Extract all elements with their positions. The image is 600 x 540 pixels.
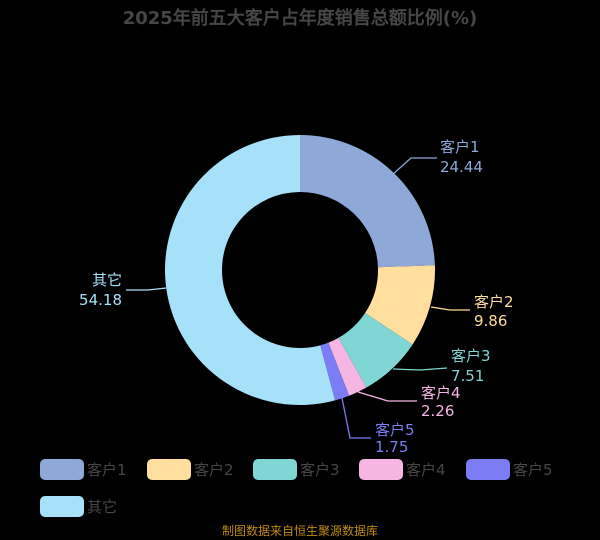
legend-swatch [253, 459, 297, 480]
legend-swatch [40, 496, 84, 517]
legend-swatch [40, 459, 84, 480]
legend-item[interactable]: 其它 [40, 496, 117, 517]
donut-slice[interactable] [300, 135, 435, 268]
legend-label: 客户1 [87, 461, 127, 479]
chart-title: 2025年前五大客户占年度销售总额比例(%) [123, 7, 478, 29]
donut-slice[interactable] [338, 313, 413, 388]
leader-line [357, 391, 417, 402]
legend-label: 客户3 [300, 461, 340, 479]
legend-swatch [359, 459, 403, 480]
leader-line [430, 306, 470, 311]
slice-label-name: 客户1 [440, 138, 480, 156]
slice-label-name: 客户4 [421, 384, 461, 402]
legend: 客户1 客户2 客户3 客户4 客户5 其它 [40, 459, 553, 517]
leader-line [126, 287, 167, 291]
legend-swatch [147, 459, 191, 480]
legend-label: 客户5 [513, 461, 553, 479]
legend-swatch [466, 459, 510, 480]
donut-slice[interactable] [164, 135, 336, 406]
slice-label-value: 54.18 [79, 291, 122, 309]
legend-item[interactable]: 客户5 [466, 459, 553, 480]
slice-label-name: 客户5 [375, 421, 415, 439]
leader-line [391, 157, 437, 176]
donut-slice[interactable] [328, 337, 367, 396]
slice-label-name: 其它 [92, 271, 122, 289]
label-leader-lines [126, 157, 470, 439]
donut-slice[interactable] [365, 265, 435, 345]
legend-label: 客户2 [194, 461, 234, 479]
donut-slices [164, 135, 435, 406]
legend-label: 客户4 [406, 461, 446, 479]
slice-label-value: 24.44 [440, 158, 483, 176]
leader-line [341, 397, 371, 439]
slice-label-value: 2.26 [421, 402, 454, 420]
slice-label-value: 1.75 [375, 438, 408, 456]
legend-item[interactable]: 客户1 [40, 459, 127, 480]
legend-label: 其它 [87, 498, 117, 516]
slice-label-name: 客户3 [451, 347, 491, 365]
slice-label-value: 7.51 [451, 367, 484, 385]
source-note: 制图数据来自恒生聚源数据库 [222, 523, 378, 538]
legend-item[interactable]: 客户2 [147, 459, 234, 480]
legend-item[interactable]: 客户4 [359, 459, 446, 480]
leader-line [392, 367, 448, 371]
slice-label-value: 9.86 [474, 312, 507, 330]
donut-slice[interactable] [320, 342, 350, 401]
legend-item[interactable]: 客户3 [253, 459, 340, 480]
slice-label-name: 客户2 [474, 293, 514, 311]
